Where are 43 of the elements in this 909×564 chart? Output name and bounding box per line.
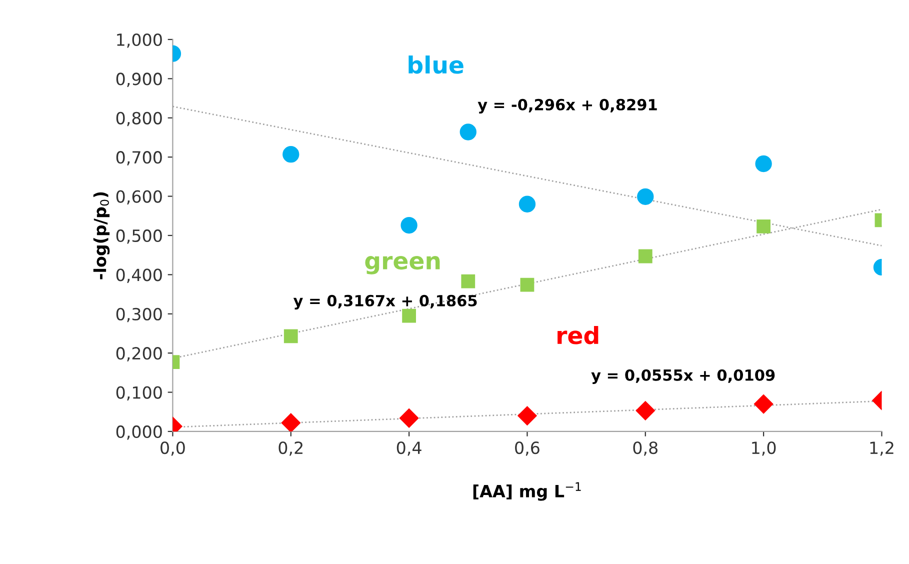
x-tick-label: 0,8	[633, 441, 658, 456]
x-tick-label: 1,2	[870, 441, 894, 456]
y-tick-label: 0,000	[116, 425, 162, 440]
y-axis-title: -log(p/p$_{0}$)	[93, 192, 110, 280]
y-tick-label: 0,700	[116, 151, 162, 166]
x-tick-label: 1,0	[752, 441, 776, 456]
point	[637, 188, 654, 205]
point	[461, 274, 476, 288]
point	[636, 401, 655, 420]
series-label: green	[365, 256, 440, 274]
point	[400, 216, 418, 234]
annotation: y = 0,0555x + 0,0109	[591, 369, 775, 384]
point	[282, 146, 300, 163]
point	[402, 308, 416, 323]
point	[754, 394, 774, 414]
y-tick-label: 0,100	[116, 386, 162, 401]
text: blue	[408, 55, 464, 74]
y-tick-label: 0,200	[116, 347, 162, 362]
y-tick-label: 0,600	[116, 190, 162, 205]
y-tick-label: 0,400	[116, 268, 162, 283]
point	[400, 408, 419, 428]
y-tick-label: 1,000	[117, 33, 162, 48]
x-tick-label: 0,6	[515, 441, 540, 456]
point	[755, 155, 772, 172]
point	[518, 196, 536, 212]
x-axis-title: [AA] mg L$^{−1}$	[473, 482, 581, 501]
annotation: y = 0,3167x + 0,1865	[293, 294, 477, 310]
x-tick-label: 0,2	[278, 441, 302, 456]
y-tick-label: 0,900	[116, 72, 162, 87]
point	[518, 406, 537, 426]
x-tick-label: 0,0	[160, 441, 185, 456]
text: red	[558, 326, 598, 344]
y-tick-label: 0,500	[116, 229, 162, 244]
point	[284, 329, 298, 344]
y-tick-label: 0,300	[116, 308, 162, 322]
point	[756, 220, 771, 234]
point	[520, 278, 534, 292]
point	[281, 413, 300, 432]
annotation: y = -0,296x + 0,8291	[478, 98, 657, 114]
y-tick-label: 0,800	[116, 112, 162, 126]
x-tick-label: 0,4	[396, 441, 422, 456]
point	[460, 124, 476, 140]
point	[638, 249, 652, 264]
